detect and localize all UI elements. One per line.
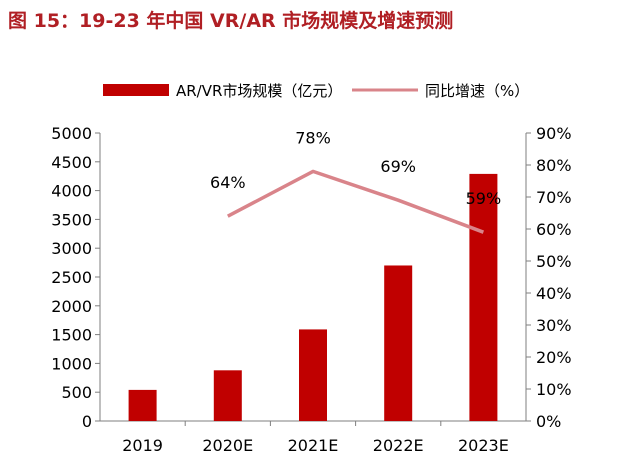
bar-2020E [213, 370, 242, 421]
x-axis-tick-label: 2021E [288, 436, 339, 455]
growth-line-series [226, 169, 485, 234]
right-axis-tick-labels: 0% 10% 20% 30% 40% 50% 60% 70% 80% 90% [536, 124, 572, 431]
left-axis-tick-label: 3500 [51, 210, 92, 229]
growth-data-label: 69% [380, 157, 416, 176]
x-axis-tick-label: 2023E [458, 436, 509, 455]
right-axis-tick-label: 90% [536, 124, 572, 143]
growth-data-label: 78% [295, 128, 331, 147]
right-axis-tick-label: 60% [536, 220, 572, 239]
growth-line [226, 169, 485, 234]
growth-data-label: 64% [210, 173, 246, 192]
left-axis-tick-label: 500 [61, 383, 92, 402]
left-axis-tick-label: 5000 [51, 124, 92, 143]
legend-bar-swatch [103, 84, 169, 96]
legend: AR/VR市场规模（亿元） 同比增速（%） [103, 82, 529, 100]
x-axis-tick-label: 2019 [122, 436, 163, 455]
growth-data-label: 59% [466, 189, 502, 208]
right-axis-tick-label: 50% [536, 252, 572, 271]
x-axis-tick-labels: 2019 2020E 2021E 2022E 2023E [122, 436, 509, 455]
right-axis-tick-label: 20% [536, 348, 572, 367]
right-axis-tick-label: 10% [536, 380, 572, 399]
x-axis-tick-label: 2020E [202, 436, 253, 455]
legend-line-label: 同比增速（%） [425, 82, 529, 100]
right-axis-tick-label: 40% [536, 284, 572, 303]
bar-2023E [469, 173, 498, 421]
figure-title: 图 15：19-23 年中国 VR/AR 市场规模及增速预测 [8, 10, 454, 32]
right-axis-tick-label: 70% [536, 188, 572, 207]
bar-2022E [384, 265, 413, 421]
right-axis-tick-label: 30% [536, 316, 572, 335]
left-axis-tick-label: 1500 [51, 326, 92, 345]
left-axis-tick-label: 4000 [51, 182, 92, 201]
growth-data-labels: 64% 78% 69% 59% [210, 128, 501, 208]
left-axis-tick-label: 4500 [51, 153, 92, 172]
left-axis-tick-label: 2500 [51, 268, 92, 287]
bars [128, 173, 498, 421]
x-axis-tick-label: 2022E [373, 436, 424, 455]
right-axis-tick-label: 80% [536, 156, 572, 175]
left-axis-tick-label: 3000 [51, 239, 92, 258]
bar-2021E [299, 329, 327, 421]
bar-2019 [128, 389, 157, 421]
left-axis-tick-label: 2000 [51, 297, 92, 316]
left-axis-tick-label: 0 [82, 412, 92, 431]
legend-bar-label: AR/VR市场规模（亿元） [176, 82, 342, 100]
right-axis-tick-label: 0% [536, 412, 561, 431]
left-axis-tick-label: 1000 [51, 354, 92, 373]
left-axis-tick-labels: 0 500 1000 1500 2000 2500 3000 3500 4000 4500 5000 [51, 124, 92, 431]
